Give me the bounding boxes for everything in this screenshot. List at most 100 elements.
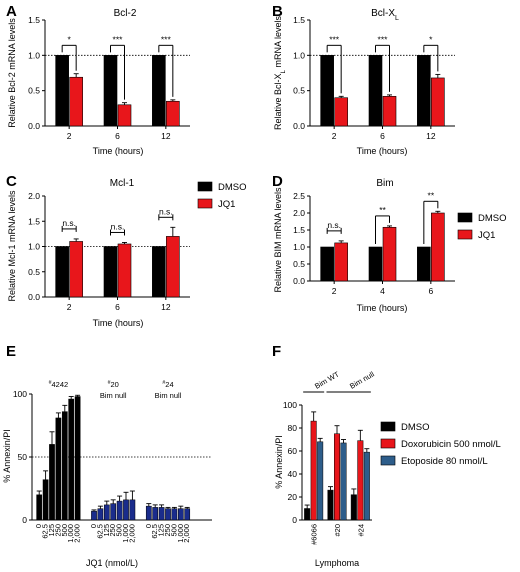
significance-label: n.s. <box>62 218 76 228</box>
bar <box>129 499 136 521</box>
bar <box>74 396 81 521</box>
legend-f-etoposide-swatch <box>380 455 396 466</box>
bar <box>304 508 311 521</box>
bar <box>68 398 75 521</box>
y-axis-title-a: Relative Bcl-2 mRNA levels <box>7 18 17 128</box>
significance-label: *** <box>113 34 124 44</box>
significance-label: ** <box>379 205 386 215</box>
bar <box>49 444 55 521</box>
y-tick-label: 40 <box>288 469 298 479</box>
x-axis-title-d: Time (hours) <box>357 303 408 313</box>
legend-f-dmso-label: DMSO <box>401 422 430 433</box>
legend-c-dmso-swatch <box>197 181 213 192</box>
bar <box>103 246 118 298</box>
x-tick-label: 1,000 <box>121 524 130 543</box>
bar <box>91 510 97 521</box>
x-tick-label: 500 <box>169 524 178 537</box>
x-tick-label: #20 <box>333 524 342 537</box>
significance-label: n.s. <box>111 221 125 231</box>
group-bracket-label: Bim WT <box>313 369 341 390</box>
bar <box>317 441 324 521</box>
legend-d-jq1-label: JQ1 <box>478 230 495 241</box>
legend-d-dmso-swatch <box>457 212 473 223</box>
x-tick-label: 1,000 <box>176 524 185 543</box>
bar <box>363 451 370 521</box>
y-axis-title-e: % Annexin/PI <box>2 429 12 483</box>
bar <box>334 433 340 521</box>
group-label: #24 <box>162 380 173 389</box>
y-tick-label: 100 <box>283 400 297 410</box>
significance-label: *** <box>329 34 340 44</box>
y-tick-label: 1.0 <box>293 242 305 252</box>
bar <box>103 504 110 521</box>
x-tick-label: 12 <box>161 302 171 312</box>
bar <box>69 241 83 298</box>
y-tick-label: 1.0 <box>28 242 40 252</box>
legend-d-jq1-swatch <box>457 229 473 240</box>
y-tick-label: 1.0 <box>293 50 305 60</box>
y-tick-label: 50 <box>18 452 28 462</box>
bar <box>310 420 317 521</box>
bar <box>320 246 334 282</box>
y-axis-title-c: Relative Mcl-1 mRNA levels <box>7 190 17 302</box>
x-tick-label: 62.5 <box>95 524 104 539</box>
chart-title-c: Mcl-1 <box>110 178 135 189</box>
x-tick-label: 62.5 <box>41 524 50 539</box>
bar <box>103 55 118 127</box>
significance-label: *** <box>161 34 172 44</box>
significance-label: * <box>429 34 433 44</box>
bar <box>357 440 364 521</box>
bar <box>382 96 397 127</box>
x-tick-label: 1,000 <box>66 524 75 543</box>
x-tick-label: #24 <box>356 524 365 537</box>
bar <box>55 55 69 127</box>
bar <box>350 494 357 521</box>
significance-label: *** <box>378 34 389 44</box>
significance-label: n.s. <box>159 206 173 216</box>
panel-letter-c: C <box>6 173 17 190</box>
x-tick-label: 12 <box>161 131 171 141</box>
x-tick-label: 0 <box>89 524 98 528</box>
bar <box>61 411 68 521</box>
bar <box>417 246 431 282</box>
x-axis-title-e: JQ1 (nmol/L) <box>86 558 138 568</box>
x-tick-label: 0 <box>144 524 153 528</box>
significance-label: ** <box>428 190 435 200</box>
bar <box>158 507 165 521</box>
x-tick-label: 0 <box>34 524 43 528</box>
bar <box>166 236 180 298</box>
x-tick-label: 6 <box>380 131 385 141</box>
legend-c-dmso-label: DMSO <box>218 182 247 193</box>
panel-letter-b: B <box>272 3 283 20</box>
x-tick-label: 125 <box>157 524 166 537</box>
x-axis-title-c: Time (hours) <box>93 318 144 328</box>
bar <box>152 55 166 127</box>
bar <box>184 508 191 521</box>
y-axis-title-f: % Annexin/PI <box>274 435 284 489</box>
y-tick-label: 0 <box>22 515 27 525</box>
bar <box>368 55 383 127</box>
bar <box>334 97 348 127</box>
y-tick-label: 1.0 <box>28 50 40 60</box>
x-tick-label: 2,000 <box>182 524 191 543</box>
bar <box>382 226 397 282</box>
x-tick-label: 2 <box>332 131 337 141</box>
panel-letter-a: A <box>6 3 17 20</box>
x-tick-label: 62.5 <box>150 524 159 539</box>
y-tick-label: 2.0 <box>293 208 305 218</box>
x-tick-label: 2 <box>332 286 337 296</box>
bar <box>116 500 123 521</box>
x-tick-label: 6 <box>115 131 120 141</box>
x-tick-label: 125 <box>102 524 111 537</box>
bar <box>117 104 132 127</box>
group-label: #4242 <box>49 380 69 389</box>
bar <box>152 246 166 298</box>
y-tick-label: 2.5 <box>293 191 305 201</box>
y-tick-label: 100 <box>13 389 27 399</box>
bar <box>320 55 334 127</box>
legend-d-dmso-label: DMSO <box>478 213 507 224</box>
y-tick-label: 1.5 <box>293 225 305 235</box>
panel-letter-f: F <box>272 343 281 360</box>
y-tick-label: 1.5 <box>28 216 40 226</box>
y-tick-label: 1.5 <box>28 15 40 25</box>
